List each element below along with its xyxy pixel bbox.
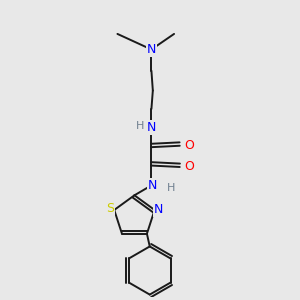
Text: O: O: [184, 139, 194, 152]
Text: N: N: [147, 121, 156, 134]
Text: O: O: [184, 160, 194, 173]
Text: S: S: [106, 202, 114, 215]
Text: N: N: [147, 43, 156, 56]
Text: H: H: [167, 183, 176, 193]
Text: N: N: [148, 179, 158, 192]
Text: N: N: [154, 203, 164, 217]
Text: H: H: [136, 121, 144, 131]
